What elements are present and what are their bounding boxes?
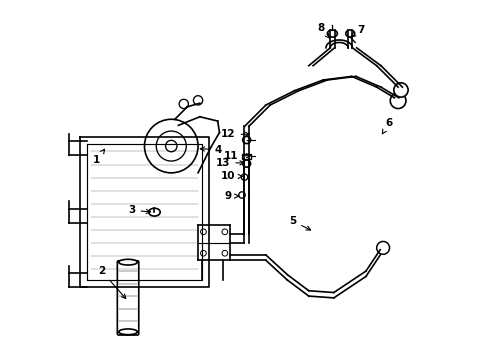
Text: 10: 10 <box>221 171 242 181</box>
FancyBboxPatch shape <box>117 261 139 335</box>
Text: 8: 8 <box>317 23 329 38</box>
Ellipse shape <box>148 208 160 216</box>
Circle shape <box>389 93 405 109</box>
Text: 3: 3 <box>128 205 150 215</box>
Ellipse shape <box>326 30 337 37</box>
Circle shape <box>179 99 188 109</box>
Text: 4: 4 <box>200 145 221 155</box>
Circle shape <box>222 229 227 235</box>
Bar <box>242 154 250 159</box>
Text: 2: 2 <box>98 266 125 298</box>
Circle shape <box>193 96 203 105</box>
Ellipse shape <box>242 136 250 144</box>
Circle shape <box>200 229 206 235</box>
Circle shape <box>144 119 198 173</box>
Circle shape <box>376 242 389 254</box>
Circle shape <box>165 140 177 152</box>
Text: 6: 6 <box>382 118 392 134</box>
Text: 9: 9 <box>224 191 238 201</box>
Text: 7: 7 <box>350 25 364 37</box>
Text: 11: 11 <box>223 151 250 161</box>
Ellipse shape <box>238 192 244 198</box>
Ellipse shape <box>241 174 247 180</box>
Circle shape <box>156 131 186 161</box>
Text: 12: 12 <box>221 129 249 139</box>
Circle shape <box>393 83 407 97</box>
Circle shape <box>200 250 206 256</box>
Ellipse shape <box>345 30 354 37</box>
Ellipse shape <box>119 259 137 265</box>
Ellipse shape <box>119 329 137 335</box>
Text: 1: 1 <box>92 149 104 165</box>
Text: 13: 13 <box>215 158 244 168</box>
Text: 5: 5 <box>288 216 310 230</box>
Ellipse shape <box>242 160 250 167</box>
Circle shape <box>222 250 227 256</box>
